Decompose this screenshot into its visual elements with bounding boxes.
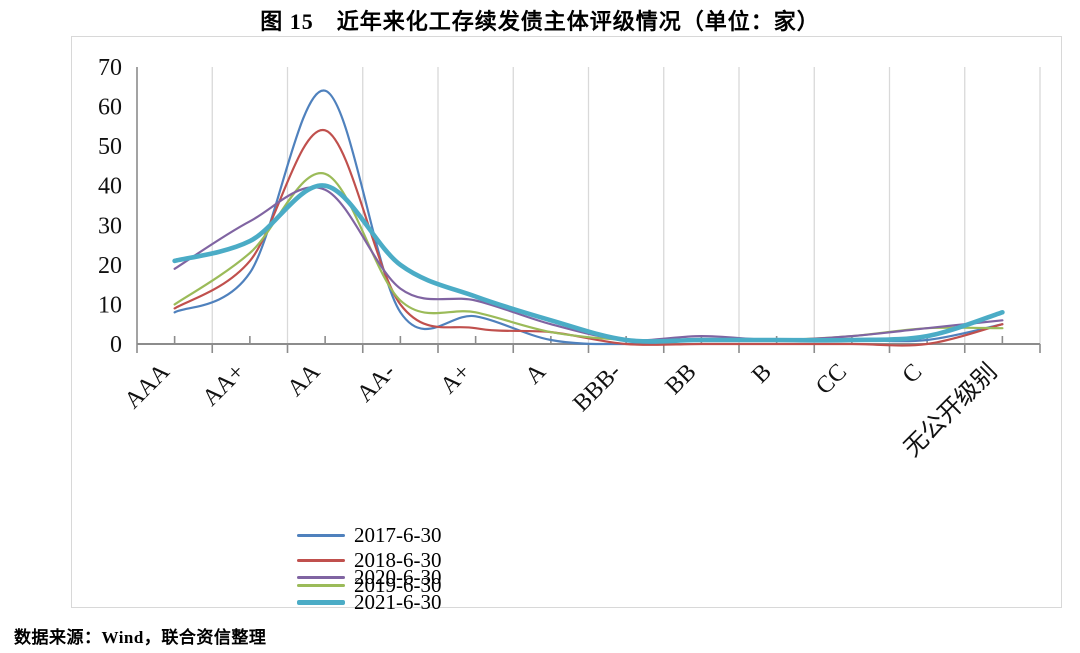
legend-item-2017-6-30: 2017-6-30 [297, 523, 462, 548]
legend-line-swatch [297, 584, 345, 587]
legend-item-2020-6-30: 2020-6-30 [297, 565, 462, 590]
legend-label: 2021-6-30 [354, 590, 442, 614]
chart-frame: 0 10 20 30 40 50 60 70 AAA AA+ AA AA- A+ A BBB- BB B CC C 无… [71, 36, 1062, 614]
legend-line-swatch [297, 534, 345, 537]
source-note: 数据来源：Wind，联合资信整理 [14, 628, 267, 647]
y-axis-label: 30 [98, 213, 122, 239]
chart-title: 图 15 近年来化工存续发债主体评级情况（单位：家） [260, 9, 820, 34]
x-axis-label: C [898, 359, 928, 389]
legend-label: 2020-6-30 [354, 565, 442, 589]
x-axis-label: B [747, 359, 777, 389]
x-axis-label: AAA [120, 358, 176, 414]
x-axis-label: AA+ [198, 359, 250, 411]
x-axis-label: A [520, 358, 551, 389]
x-axis-label: CC [811, 359, 852, 400]
series-line-2021-6-30 [172, 183, 1005, 344]
legend-label: 2019-6-30 [354, 573, 442, 597]
y-axis-label: 20 [98, 253, 122, 279]
y-axis-label: 40 [98, 174, 122, 200]
y-axis-label: 10 [98, 292, 122, 318]
legend-item-2019-6-30: 2019-6-30 [297, 573, 462, 598]
legend-line-swatch [297, 559, 345, 562]
legend-line-swatch [297, 576, 345, 579]
x-axis-label: BB [661, 359, 702, 400]
y-axis-label: 0 [110, 332, 122, 358]
y-axis-label: 50 [98, 134, 122, 160]
legend-label: 2017-6-30 [354, 523, 442, 547]
legend-line-swatch [297, 600, 345, 605]
legend-row-1: 2017-6-30 2018-6-30 2019-6-30 [297, 523, 1037, 598]
y-axis-label: 60 [98, 95, 122, 121]
legend-item-2021-6-30: 2021-6-30 [297, 590, 462, 615]
x-axis-label: A+ [436, 359, 476, 399]
y-axis-label: 70 [98, 55, 122, 81]
x-axis-label: BBB- [568, 359, 626, 417]
x-axis-label: AA [282, 358, 325, 401]
x-axis-label: AA- [352, 359, 401, 408]
legend-label: 2018-6-30 [354, 548, 442, 572]
legend-item-2018-6-30: 2018-6-30 [297, 548, 462, 573]
legend-row-2: 2020-6-30 2021-6-30 [297, 565, 1037, 615]
